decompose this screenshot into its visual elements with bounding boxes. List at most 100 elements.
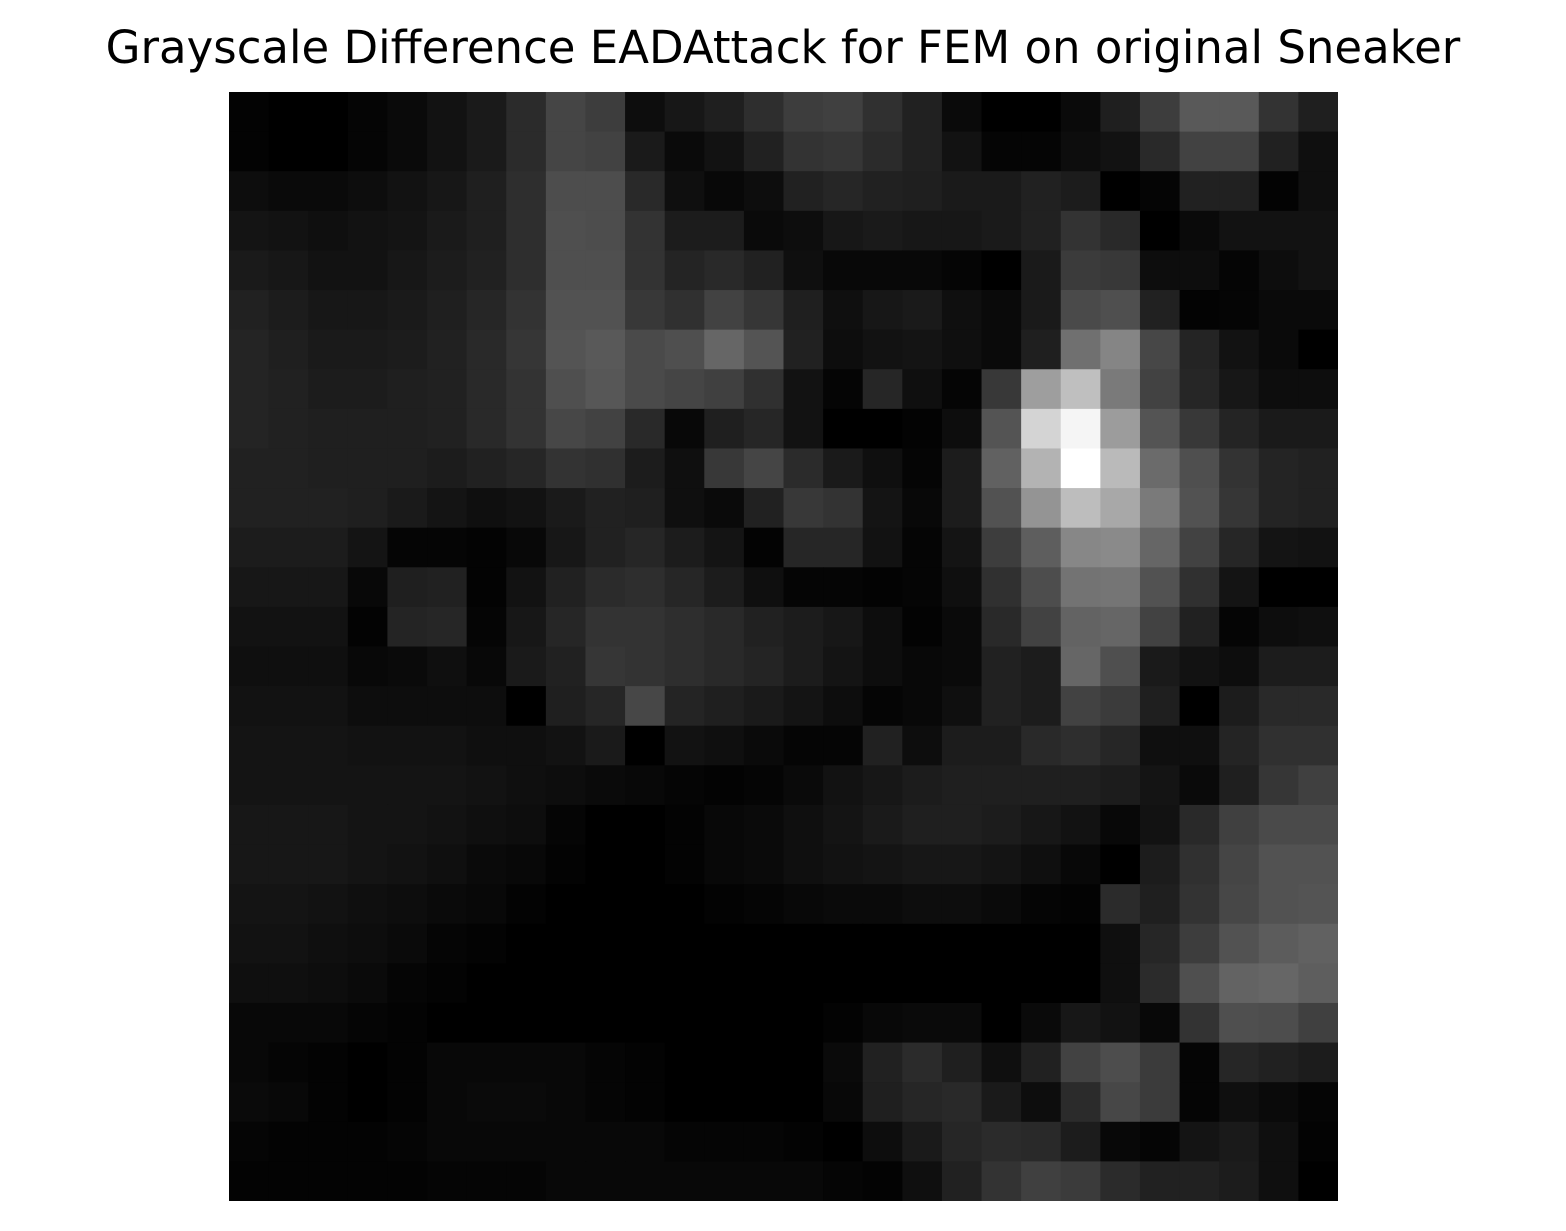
heatmap-cell bbox=[981, 408, 1022, 450]
heatmap-cell bbox=[902, 171, 943, 212]
heatmap-cell bbox=[981, 725, 1022, 766]
heatmap-cell bbox=[664, 1042, 705, 1083]
heatmap-cell bbox=[1179, 92, 1220, 133]
heatmap-cell bbox=[1219, 1042, 1260, 1083]
heatmap-cell bbox=[1219, 527, 1260, 568]
heatmap-cell bbox=[585, 408, 626, 450]
heatmap-cell bbox=[347, 527, 389, 568]
heatmap-cell bbox=[347, 210, 389, 252]
heatmap-cell bbox=[664, 488, 705, 529]
heatmap-cell bbox=[941, 963, 983, 1004]
heatmap-cell bbox=[268, 92, 309, 133]
heatmap-cell bbox=[902, 329, 943, 370]
heatmap-cell bbox=[427, 725, 468, 766]
heatmap-cell bbox=[466, 963, 507, 1004]
heatmap-cell bbox=[466, 686, 507, 727]
heatmap-cell bbox=[625, 92, 666, 133]
heatmap-cell bbox=[981, 131, 1022, 172]
heatmap-cell bbox=[466, 408, 507, 450]
heatmap-cell bbox=[308, 369, 349, 410]
heatmap-cell bbox=[427, 884, 468, 925]
heatmap-cell bbox=[704, 448, 745, 489]
heatmap-cell bbox=[941, 171, 983, 212]
heatmap-cell bbox=[1179, 1082, 1220, 1123]
heatmap-cell bbox=[1298, 171, 1338, 212]
heatmap-cell bbox=[981, 290, 1022, 331]
heatmap-cell bbox=[981, 567, 1022, 608]
heatmap-cell bbox=[704, 488, 745, 529]
heatmap-cell bbox=[347, 488, 389, 529]
heatmap-cell bbox=[1179, 290, 1220, 331]
heatmap-cell bbox=[387, 725, 428, 766]
heatmap-cell bbox=[1219, 1161, 1260, 1201]
heatmap-cell bbox=[704, 408, 745, 450]
heatmap-cell bbox=[783, 329, 824, 370]
heatmap-cell bbox=[1298, 210, 1338, 252]
heatmap-cell bbox=[466, 804, 507, 846]
heatmap-cell bbox=[664, 1002, 705, 1044]
heatmap-cell bbox=[1060, 408, 1101, 450]
heatmap-cell bbox=[506, 844, 547, 885]
heatmap-cell bbox=[506, 171, 547, 212]
heatmap-cell bbox=[902, 1002, 943, 1044]
heatmap-cell bbox=[1139, 884, 1181, 925]
heatmap-cell bbox=[941, 646, 983, 687]
heatmap-cell bbox=[902, 567, 943, 608]
heatmap-cell bbox=[585, 1161, 626, 1201]
heatmap-cell bbox=[783, 804, 824, 846]
heatmap-cell bbox=[1179, 1121, 1220, 1162]
heatmap-cell bbox=[981, 488, 1022, 529]
heatmap-cell bbox=[664, 329, 705, 370]
heatmap-cell bbox=[466, 488, 507, 529]
heatmap-cell bbox=[941, 1042, 983, 1083]
heatmap-cell bbox=[783, 448, 824, 489]
heatmap-cell bbox=[585, 884, 626, 925]
heatmap-cell bbox=[506, 408, 547, 450]
heatmap-cell bbox=[783, 963, 824, 1004]
heatmap-cell bbox=[1258, 92, 1299, 133]
heatmap-cell bbox=[862, 844, 903, 885]
heatmap-cell bbox=[783, 844, 824, 885]
heatmap-cell bbox=[1219, 488, 1260, 529]
heatmap-cell bbox=[347, 804, 389, 846]
heatmap-cell bbox=[664, 1121, 705, 1162]
heatmap-cell bbox=[664, 725, 705, 766]
heatmap-cell bbox=[743, 923, 785, 964]
heatmap-cell bbox=[625, 1161, 666, 1201]
heatmap-cell bbox=[308, 1002, 349, 1044]
heatmap-cell bbox=[427, 210, 468, 252]
heatmap-cell bbox=[506, 686, 547, 727]
heatmap-cell bbox=[545, 923, 587, 964]
heatmap-cell bbox=[387, 884, 428, 925]
heatmap-cell bbox=[981, 1082, 1022, 1123]
heatmap-cell bbox=[1021, 290, 1062, 331]
heatmap-cell bbox=[1179, 369, 1220, 410]
heatmap-cell bbox=[545, 408, 587, 450]
heatmap-cell bbox=[743, 686, 785, 727]
heatmap-cell bbox=[1060, 606, 1101, 648]
heatmap-cell bbox=[862, 527, 903, 568]
heatmap-cell bbox=[308, 765, 349, 806]
heatmap-cell bbox=[981, 844, 1022, 885]
heatmap-cell bbox=[704, 131, 745, 172]
heatmap-cell bbox=[783, 567, 824, 608]
heatmap-cell bbox=[387, 606, 428, 648]
heatmap-cell bbox=[1219, 686, 1260, 727]
heatmap-cell bbox=[1258, 369, 1299, 410]
heatmap-cell bbox=[704, 369, 745, 410]
heatmap-cell bbox=[1139, 290, 1181, 331]
heatmap-cell bbox=[545, 686, 587, 727]
heatmap-cell bbox=[1100, 1082, 1141, 1123]
heatmap-cell bbox=[427, 1042, 468, 1083]
heatmap-cell bbox=[545, 963, 587, 1004]
heatmap-cell bbox=[466, 1121, 507, 1162]
heatmap-cell bbox=[268, 765, 309, 806]
heatmap-cell bbox=[268, 210, 309, 252]
heatmap-cell bbox=[1298, 646, 1338, 687]
heatmap-cell bbox=[466, 923, 507, 964]
heatmap-cell bbox=[229, 408, 270, 450]
heatmap-cell bbox=[1258, 1121, 1299, 1162]
heatmap-cell bbox=[1060, 963, 1101, 1004]
heatmap-cell bbox=[585, 448, 626, 489]
heatmap-cell bbox=[981, 1161, 1022, 1201]
